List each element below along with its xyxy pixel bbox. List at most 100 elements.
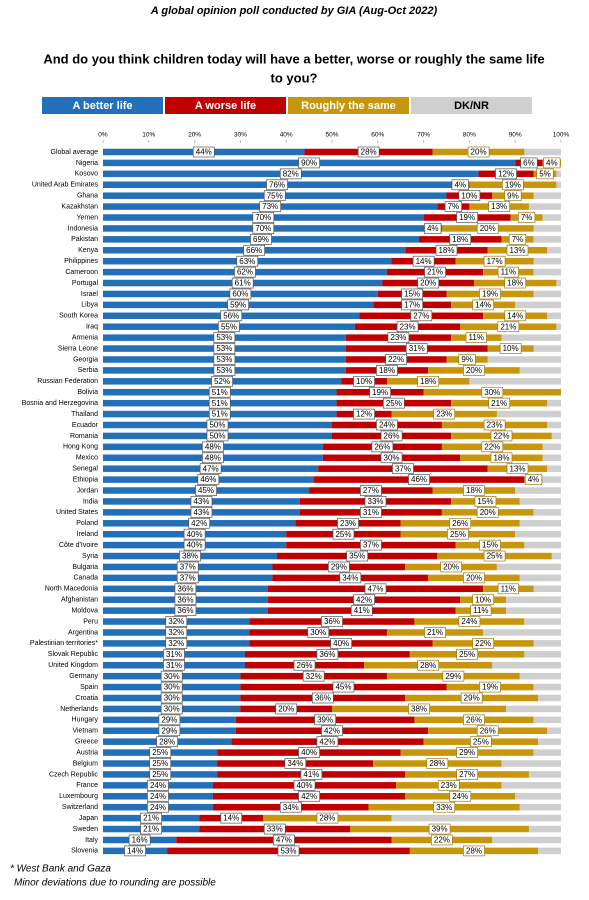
x-tick-label: 40% [280, 132, 293, 139]
data-label: 20% [278, 705, 294, 714]
bar-segment [542, 454, 561, 462]
data-label: 61% [235, 279, 251, 288]
data-label-box [160, 681, 183, 693]
bar-segment [515, 793, 561, 800]
data-label-box [504, 310, 527, 322]
data-label: 10% [461, 191, 477, 200]
data-label-box [408, 703, 430, 715]
data-label: 59% [230, 300, 246, 309]
bar-segment [542, 476, 561, 483]
data-label-box [449, 790, 472, 802]
bar-segment [501, 782, 561, 789]
data-label: 4% [427, 224, 439, 233]
data-label: 28% [159, 737, 175, 746]
data-label-box [469, 736, 492, 748]
data-label: 10% [356, 377, 372, 386]
data-label-box [208, 397, 231, 409]
bar-segment [506, 596, 561, 603]
data-label: 30% [164, 683, 180, 692]
data-label: 17% [404, 300, 420, 309]
legend-label: A better life [72, 100, 132, 112]
y-tick-label: Ghana [77, 193, 98, 200]
data-label: 28% [420, 661, 436, 670]
bar-segment [519, 574, 561, 582]
data-label-box [483, 419, 506, 431]
data-label: 30% [164, 672, 180, 681]
data-label: 48% [205, 442, 221, 451]
bar-segment [533, 640, 561, 647]
bar-segment [542, 443, 561, 451]
data-label-box [140, 823, 162, 835]
x-tick-label: 80% [463, 132, 476, 139]
data-label-box [259, 201, 282, 212]
bar-segment [547, 421, 561, 429]
data-label: 76% [269, 180, 285, 189]
data-label-box [174, 583, 197, 595]
bar-segment [492, 836, 561, 844]
data-label-box [456, 648, 478, 660]
data-label: 21% [491, 399, 507, 408]
data-label: 50% [209, 421, 225, 430]
data-label-box [456, 212, 478, 223]
data-label: 45% [198, 486, 214, 495]
data-label: 19% [505, 180, 521, 189]
data-label: 34% [342, 573, 358, 582]
data-label-box [412, 255, 435, 267]
data-label: 27% [363, 486, 379, 495]
data-label-box [208, 386, 231, 398]
y-tick-label: Yemen [76, 214, 98, 221]
data-label: 38% [411, 705, 427, 714]
data-label-box [458, 354, 476, 365]
y-tick-label: Belgium [73, 760, 98, 767]
data-label-box [497, 266, 519, 278]
y-tick-label: Hong Kong [63, 444, 98, 451]
x-tick-label: 0% [98, 132, 108, 139]
data-label-box [263, 190, 286, 202]
data-label: 70% [255, 213, 271, 222]
data-label: 51% [212, 399, 228, 408]
data-label-box [220, 812, 243, 824]
data-label-box [350, 605, 373, 616]
data-label: 69% [253, 235, 269, 244]
data-label-box [213, 354, 236, 365]
bar-segment [538, 738, 561, 745]
data-label-box [311, 692, 334, 704]
data-label-box [376, 419, 398, 431]
data-label-box [190, 496, 213, 507]
data-label: 21% [427, 268, 443, 277]
data-label-box [476, 507, 499, 518]
data-label-box [158, 714, 181, 726]
data-label: 33% [436, 803, 452, 812]
y-tick-label: France [76, 782, 98, 789]
data-label: 26% [297, 661, 313, 670]
data-label-box [128, 834, 151, 846]
data-label-box [147, 801, 169, 813]
bar-segment [533, 716, 561, 724]
y-tick-label: Moldova [72, 607, 99, 614]
y-tick-label: Hungary [72, 717, 99, 724]
data-label-box [360, 485, 382, 496]
data-label-box [497, 321, 520, 333]
data-label-box [458, 190, 481, 202]
y-tick-label: Pakistan [71, 236, 98, 243]
data-label: 60% [232, 290, 248, 299]
data-label: 24% [379, 421, 395, 430]
data-label-box [479, 681, 501, 693]
data-label-box [202, 441, 224, 453]
bar-segment [492, 661, 561, 669]
data-label-box [417, 277, 440, 289]
data-label-box [332, 681, 355, 693]
data-label: 28% [361, 148, 377, 157]
bar-segment [533, 257, 561, 265]
data-label-box [364, 496, 387, 507]
bar-segment [519, 367, 561, 374]
y-tick-label: Thailand [71, 411, 98, 418]
data-label: 62% [237, 268, 253, 277]
data-label-box [307, 627, 330, 638]
data-label: 22% [434, 836, 450, 845]
data-label-box [465, 332, 487, 343]
data-label: 4% [546, 159, 558, 168]
data-label-box [199, 463, 222, 475]
data-label: 10% [503, 344, 519, 353]
data-label-box [158, 725, 181, 737]
